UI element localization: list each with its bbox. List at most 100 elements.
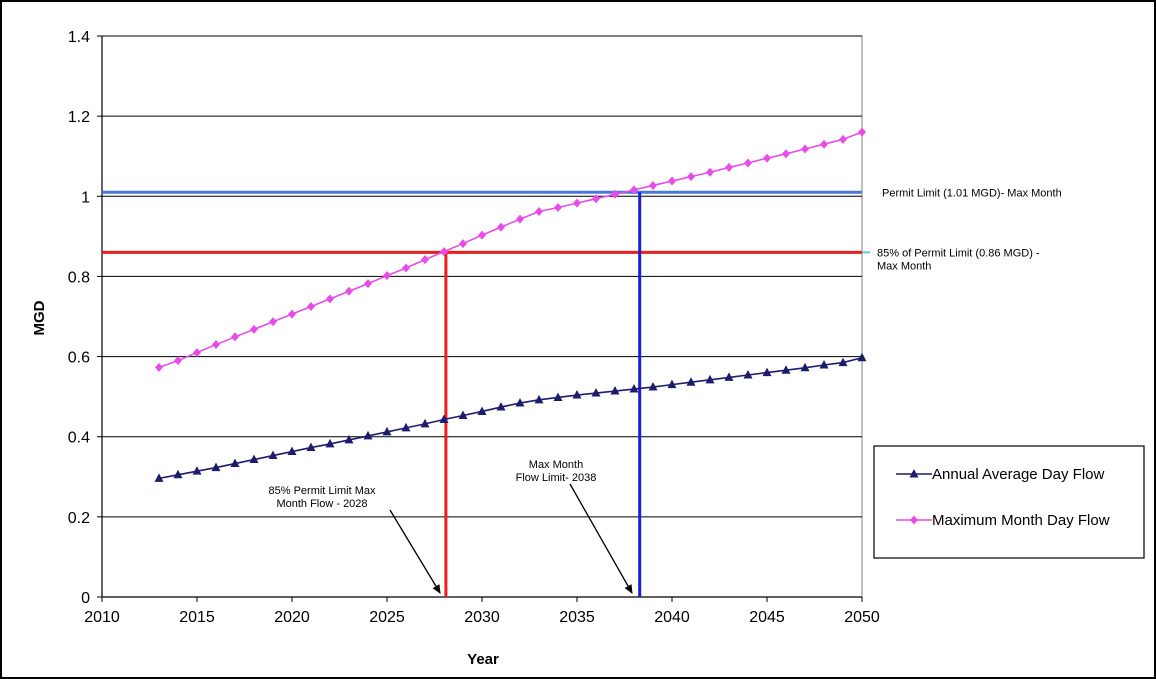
data-point bbox=[363, 430, 373, 440]
y-tick-label: 0 bbox=[81, 590, 90, 607]
permit-limit-label: Permit Limit (1.01 MGD)- Max Month bbox=[882, 187, 1062, 199]
plot-area bbox=[101, 35, 863, 598]
data-point bbox=[516, 214, 524, 224]
x-tick-label: 2030 bbox=[464, 609, 500, 626]
y-tick-label: 1.2 bbox=[68, 109, 90, 126]
data-point bbox=[687, 172, 695, 182]
data-point bbox=[230, 458, 240, 468]
legend-label: Annual Average Day Flow bbox=[932, 466, 1104, 483]
data-point bbox=[629, 384, 639, 393]
y-tick-label: 1 bbox=[81, 189, 90, 206]
data-point bbox=[668, 176, 676, 186]
annotation-text: 85% Permit Limit Max bbox=[269, 485, 376, 497]
data-point bbox=[364, 279, 372, 289]
data-point bbox=[382, 426, 392, 436]
annotation-text: Flow Limit- 2038 bbox=[516, 472, 597, 484]
data-point bbox=[459, 239, 467, 249]
data-point bbox=[535, 207, 543, 217]
data-point bbox=[421, 255, 429, 265]
data-point bbox=[497, 222, 505, 232]
data-point bbox=[648, 382, 658, 391]
data-point bbox=[288, 309, 296, 319]
y-tick-label: 1.4 bbox=[68, 29, 90, 46]
x-tick-label: 2035 bbox=[559, 609, 595, 626]
gridlines bbox=[102, 35, 862, 518]
plot-background bbox=[101, 35, 863, 598]
tick-labels: 0 0.2 0.4 0.6 0.8 1 1.2 1.4 2010 2015 2020 2025 2030… bbox=[68, 29, 880, 626]
data-point bbox=[725, 162, 733, 172]
data-point bbox=[610, 386, 620, 395]
data-point bbox=[611, 189, 619, 199]
data-point bbox=[782, 149, 790, 159]
data-point bbox=[705, 374, 715, 384]
data-point bbox=[193, 348, 201, 358]
data-point bbox=[801, 144, 809, 154]
y-tick-label: 0.8 bbox=[68, 269, 90, 286]
data-point bbox=[401, 422, 411, 432]
data-point bbox=[192, 466, 202, 475]
legend: Annual Average Day Flow Maximum Month Day… bbox=[873, 445, 1145, 559]
data-point bbox=[686, 377, 696, 386]
data-point bbox=[820, 139, 828, 149]
permit-85-label: 85% of Permit Limit (0.86 MGD) - bbox=[877, 247, 1040, 259]
data-point bbox=[477, 406, 487, 415]
data-point bbox=[307, 301, 315, 311]
data-point bbox=[496, 402, 506, 411]
data-point bbox=[174, 356, 182, 366]
data-point bbox=[762, 367, 772, 377]
x-tick-label: 2010 bbox=[84, 609, 120, 626]
data-point bbox=[249, 454, 259, 464]
data-point bbox=[211, 462, 221, 472]
legend-box bbox=[873, 445, 1145, 559]
annotation-arrow bbox=[569, 483, 633, 594]
data-point bbox=[857, 352, 867, 362]
data-point bbox=[743, 370, 753, 379]
data-point bbox=[819, 359, 829, 369]
x-tick-label: 2050 bbox=[844, 609, 880, 626]
annotation-arrow bbox=[389, 509, 441, 594]
x-tick-label: 2015 bbox=[179, 609, 215, 626]
data-point bbox=[344, 434, 354, 444]
data-point bbox=[534, 394, 544, 404]
x-tick-label: 2020 bbox=[274, 609, 310, 626]
data-point bbox=[250, 324, 258, 334]
data-point bbox=[839, 134, 847, 144]
series-line bbox=[158, 356, 863, 480]
data-point bbox=[781, 365, 791, 374]
legend-label: Maximum Month Day Flow bbox=[932, 512, 1110, 529]
series-1 bbox=[155, 127, 866, 372]
data-point bbox=[154, 473, 164, 482]
data-point bbox=[909, 469, 919, 478]
x-tick-label: 2040 bbox=[654, 609, 690, 626]
data-point bbox=[440, 247, 448, 257]
data-point bbox=[268, 450, 278, 460]
y-tick-label: 0.6 bbox=[68, 350, 90, 367]
data-point bbox=[592, 194, 600, 204]
data-point bbox=[402, 263, 410, 273]
series-0 bbox=[154, 352, 867, 482]
data-point bbox=[553, 392, 563, 401]
data-point bbox=[572, 390, 582, 399]
data-point bbox=[667, 379, 677, 389]
data-point bbox=[744, 158, 752, 168]
data-point bbox=[325, 438, 335, 448]
reference-labels: Permit Limit (1.01 MGD)- Max Month 85% of… bbox=[862, 187, 1062, 272]
data-point bbox=[287, 446, 297, 456]
data-point bbox=[155, 362, 163, 372]
data-point bbox=[591, 388, 601, 397]
data-point bbox=[554, 203, 562, 213]
x-tick-label: 2045 bbox=[749, 609, 785, 626]
data-point bbox=[173, 469, 183, 479]
data-point bbox=[439, 414, 449, 423]
data-point bbox=[306, 442, 316, 452]
axes bbox=[97, 35, 863, 602]
data-point bbox=[763, 153, 771, 163]
data-point bbox=[212, 340, 220, 350]
data-point bbox=[478, 230, 486, 240]
data-point bbox=[910, 515, 918, 525]
data-point bbox=[858, 127, 866, 137]
data-point bbox=[838, 357, 848, 367]
data-point bbox=[326, 294, 334, 304]
data-point bbox=[231, 332, 239, 342]
